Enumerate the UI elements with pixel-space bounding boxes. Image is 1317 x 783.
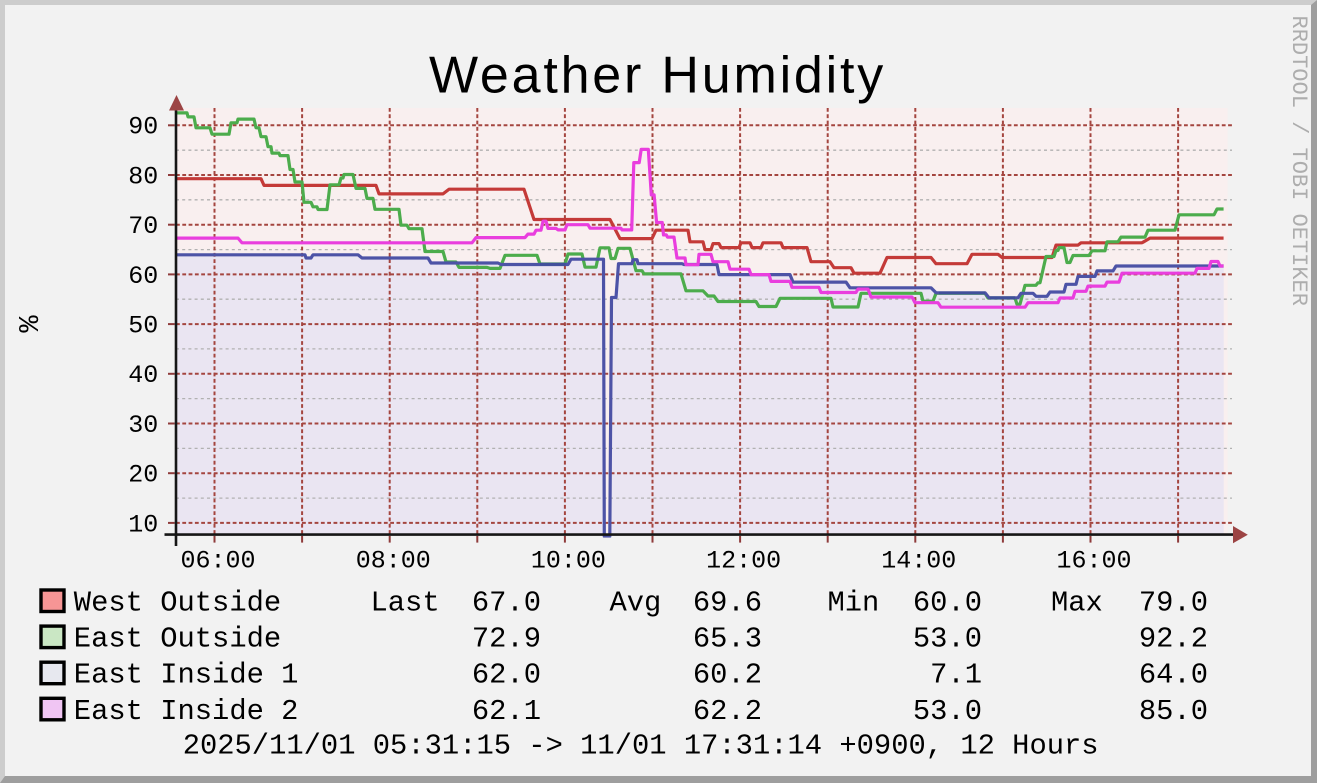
svg-text:65.3: 65.3 (693, 623, 762, 656)
svg-text:30: 30 (128, 411, 158, 440)
svg-text:Last: Last (371, 587, 440, 620)
svg-text:79.0: 79.0 (1139, 587, 1208, 620)
svg-text:East Inside 2: East Inside 2 (74, 695, 299, 728)
svg-text:62.1: 62.1 (472, 695, 541, 728)
svg-text:60: 60 (128, 262, 158, 291)
svg-text:62.0: 62.0 (472, 659, 541, 692)
svg-text:53.0: 53.0 (913, 695, 982, 728)
svg-text:40: 40 (128, 361, 158, 390)
svg-text:West Outside: West Outside (74, 587, 281, 620)
svg-text:East Inside 1: East Inside 1 (74, 659, 299, 692)
svg-text:East Outside: East Outside (74, 623, 281, 656)
svg-text:16:00: 16:00 (1056, 547, 1131, 576)
svg-text:92.2: 92.2 (1139, 623, 1208, 656)
svg-text:12:00: 12:00 (706, 547, 781, 576)
svg-text:60.2: 60.2 (693, 659, 762, 692)
svg-text:14:00: 14:00 (881, 547, 956, 576)
svg-text:62.2: 62.2 (693, 695, 762, 728)
svg-text:Weather Humidity: Weather Humidity (429, 47, 886, 105)
svg-text:64.0: 64.0 (1139, 659, 1208, 692)
svg-text:90: 90 (128, 113, 158, 142)
svg-text:RRDTOOL / TOBI OETIKER: RRDTOOL / TOBI OETIKER (1286, 16, 1311, 306)
svg-text:70: 70 (128, 212, 158, 241)
svg-text:Min: Min (828, 587, 880, 620)
svg-text:Max: Max (1051, 587, 1103, 620)
svg-text:06:00: 06:00 (180, 547, 255, 576)
svg-text:69.6: 69.6 (693, 587, 762, 620)
svg-text:60.0: 60.0 (913, 587, 982, 620)
svg-text:80: 80 (128, 162, 158, 191)
svg-text:10: 10 (128, 510, 158, 539)
svg-text:%: % (14, 315, 47, 333)
svg-text:7.1: 7.1 (930, 659, 982, 692)
svg-text:20: 20 (128, 461, 158, 490)
svg-text:50: 50 (128, 312, 158, 341)
svg-text:08:00: 08:00 (356, 547, 431, 576)
svg-text:Avg: Avg (610, 587, 662, 620)
svg-text:53.0: 53.0 (913, 623, 982, 656)
svg-text:67.0: 67.0 (472, 587, 541, 620)
svg-text:10:00: 10:00 (531, 547, 606, 576)
svg-text:2025/11/01 05:31:15 -> 11/01 1: 2025/11/01 05:31:15 -> 11/01 17:31:14 +0… (183, 730, 1099, 763)
svg-text:85.0: 85.0 (1139, 695, 1208, 728)
svg-text:72.9: 72.9 (472, 623, 541, 656)
